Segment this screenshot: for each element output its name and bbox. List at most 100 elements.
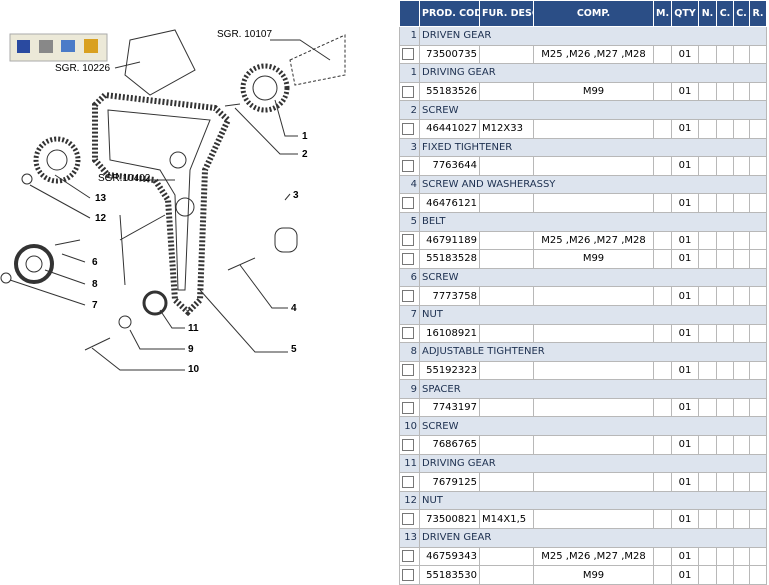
prod-code: 46476121	[419, 193, 480, 213]
flag-cell	[749, 565, 767, 585]
item-row: 55183526 M99 01	[399, 81, 767, 102]
group-number: 9	[399, 379, 420, 399]
select-cell	[399, 565, 420, 585]
checkbox[interactable]	[402, 476, 414, 489]
checkbox[interactable]	[402, 197, 414, 210]
checkbox[interactable]	[402, 569, 414, 582]
m-cell	[653, 286, 672, 306]
flag-cell	[716, 472, 734, 492]
group-name: DRIVING GEAR	[419, 453, 767, 474]
callout-number: 11	[188, 323, 199, 334]
callout-number: 13	[95, 193, 107, 204]
header-cell: QTY	[671, 0, 699, 27]
callout-number: 10	[188, 364, 200, 374]
group-row: 11 DRIVING GEAR	[399, 453, 767, 474]
flag-cell	[733, 44, 750, 65]
checkbox[interactable]	[402, 159, 414, 172]
save-icon[interactable]	[17, 40, 30, 53]
flag-cell	[733, 397, 750, 418]
group-number: 8	[399, 342, 420, 362]
flag-cell	[733, 323, 750, 344]
reference-label: SGR.10402	[98, 173, 151, 184]
prod-code: 46441027	[419, 118, 480, 139]
select-cell	[399, 286, 420, 306]
prod-code: 55183528	[419, 249, 480, 269]
group-row: 10 SCREW	[399, 416, 767, 437]
reference-label: SGR. 10107	[217, 29, 272, 40]
group-number: 13	[399, 528, 420, 548]
select-cell	[399, 323, 420, 344]
group-row: 9 SPACER	[399, 379, 767, 399]
item-row: 7743197 01	[399, 397, 767, 418]
item-row: 7686765 01	[399, 435, 767, 455]
fur-descr: M12X33	[479, 118, 534, 139]
checkbox[interactable]	[402, 85, 414, 98]
fur-descr	[479, 435, 534, 455]
flag-cell	[716, 44, 734, 65]
checkbox[interactable]	[402, 438, 414, 451]
header-cell: C.	[716, 0, 734, 27]
flag-cell	[716, 230, 734, 251]
flag-cell	[698, 509, 717, 530]
comp	[533, 118, 654, 139]
group-number: 11	[399, 453, 420, 474]
item-row: 55183528 M99 01	[399, 249, 767, 269]
group-row: 6 SCREW	[399, 267, 767, 288]
flag-cell	[698, 44, 717, 65]
checkbox[interactable]	[402, 48, 414, 61]
flag-cell	[716, 435, 734, 455]
flag-cell	[733, 193, 750, 213]
flag-cell	[698, 565, 717, 585]
flag-cell	[749, 360, 767, 381]
flag-cell	[733, 360, 750, 381]
prod-code: 55183526	[419, 81, 480, 102]
group-number: 4	[399, 174, 420, 195]
flag-cell	[733, 286, 750, 306]
qty: 01	[671, 81, 699, 102]
flag-cell	[716, 397, 734, 418]
callout-number: 2	[302, 149, 308, 160]
print-icon[interactable]	[39, 40, 53, 53]
checkbox[interactable]	[402, 364, 414, 377]
m-cell	[653, 118, 672, 139]
checkbox[interactable]	[402, 234, 414, 247]
select-cell	[399, 230, 420, 251]
flag-cell	[733, 435, 750, 455]
flag-cell	[749, 118, 767, 139]
group-row: 12 NUT	[399, 490, 767, 511]
checkbox[interactable]	[402, 290, 414, 303]
m-cell	[653, 435, 672, 455]
checkbox[interactable]	[402, 122, 414, 135]
flag-cell	[749, 435, 767, 455]
callout-number: 1	[302, 131, 308, 142]
m-cell	[653, 249, 672, 269]
group-name: SCREW	[419, 416, 767, 437]
checkbox[interactable]	[402, 327, 414, 340]
checkbox[interactable]	[402, 550, 414, 563]
group-row: 4 SCREW AND WASHERASSY	[399, 174, 767, 195]
header-cell: M.	[653, 0, 672, 27]
header-cell	[399, 0, 420, 27]
group-row: 3 FIXED TIGHTENER	[399, 137, 767, 158]
flag-cell	[749, 193, 767, 213]
mail-icon[interactable]	[61, 40, 75, 52]
clipboard-icon[interactable]	[84, 39, 98, 53]
flag-cell	[698, 156, 717, 176]
group-row: 8 ADJUSTABLE TIGHTENER	[399, 342, 767, 362]
flag-cell	[749, 286, 767, 306]
qty: 01	[671, 193, 699, 213]
flag-cell	[749, 323, 767, 344]
checkbox[interactable]	[402, 513, 414, 526]
group-name: SCREW	[419, 100, 767, 120]
checkbox[interactable]	[402, 401, 414, 414]
group-name: FIXED TIGHTENER	[419, 137, 767, 158]
item-row: 73500735 M25 ,M26 ,M27 ,M28 01	[399, 44, 767, 65]
qty: 01	[671, 472, 699, 492]
m-cell	[653, 230, 672, 251]
checkbox[interactable]	[402, 252, 414, 265]
item-row: 46759343 M25 ,M26 ,M27 ,M28 01	[399, 546, 767, 567]
group-name: DRIVEN GEAR	[419, 528, 767, 548]
callout-number: 7	[92, 300, 98, 311]
group-number: 3	[399, 137, 420, 158]
qty: 01	[671, 44, 699, 65]
